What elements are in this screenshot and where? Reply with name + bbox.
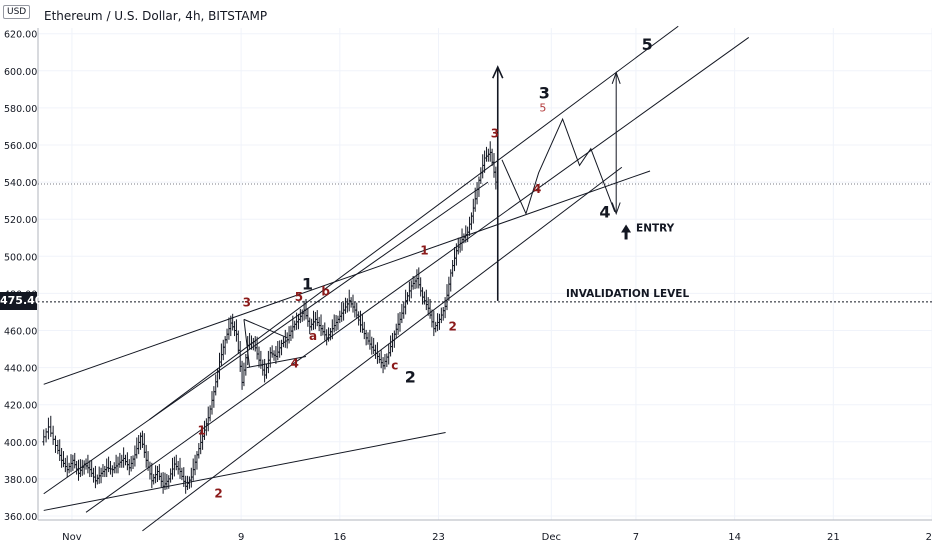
y-tick-label: 600.00 [4, 67, 37, 78]
minor-wave-label: 3 [491, 127, 499, 141]
outer-channel-line [149, 25, 679, 420]
minor-wave-label: 5 [539, 102, 546, 115]
minor-wave-label: 2 [448, 320, 456, 334]
measure-arrow-top [611, 71, 621, 84]
minor-wave-label: c [391, 358, 398, 372]
primary-wave-label: 4 [599, 202, 610, 221]
primary-wave-label: 1 [302, 275, 313, 294]
triangle-top [243, 318, 288, 339]
y-tick-label: 420.00 [4, 401, 37, 412]
minor-wave-label: 1 [420, 243, 428, 257]
y-tick-label: 560.00 [4, 141, 37, 152]
current-price-tag: 475.40 [0, 292, 42, 310]
triangle-left [243, 319, 251, 368]
primary-wave-label: 5 [642, 35, 653, 54]
y-tick-label: 500.00 [4, 252, 37, 263]
minor-wave-label: 4 [533, 182, 541, 196]
long-support-line [43, 432, 446, 511]
price-candles [42, 141, 498, 494]
wave-labels: INVALIDATION LEVELENTRY1234512345abc1234… [197, 35, 689, 500]
minor-wave-label: b [321, 284, 330, 298]
resistance-line [43, 170, 651, 385]
chart-axes: 360.00380.00400.00420.00440.00460.00480.… [4, 28, 932, 543]
y-tick-label: 620.00 [4, 30, 37, 41]
chart-title: Ethereum / U.S. Dollar, 4h, BITSTAMP [44, 9, 268, 23]
y-tick-label: 440.00 [4, 364, 37, 375]
projected-wave-path [501, 117, 616, 216]
minor-wave-label: a [309, 329, 317, 343]
measure-arrow-bottom [611, 202, 621, 216]
primary-wave-label: 3 [539, 84, 550, 103]
x-tick-label: 9 [238, 532, 244, 543]
y-tick-label: 400.00 [4, 438, 37, 449]
x-tick-label: 14 [728, 532, 741, 543]
y-tick-label: 460.00 [4, 327, 37, 338]
channel-parallel [85, 37, 750, 513]
y-tick-label: 580.00 [4, 104, 37, 115]
target-arrow-head [492, 65, 504, 79]
x-tick-label: 28 [926, 532, 932, 543]
y-tick-label: 520.00 [4, 215, 37, 226]
currency-badge: USD [3, 5, 31, 19]
y-tick-label: 380.00 [4, 475, 37, 486]
x-tick-label: 23 [432, 532, 445, 543]
x-tick-label: 21 [827, 532, 840, 543]
chart-grid [38, 28, 932, 520]
entry-arrow-head [621, 224, 632, 233]
x-tick-label: 7 [633, 532, 639, 543]
y-tick-label: 360.00 [4, 512, 37, 523]
x-tick-label: Nov [62, 532, 82, 543]
x-tick-label: Dec [542, 532, 561, 543]
triangle-bottom [246, 355, 307, 369]
channel-lower [142, 166, 623, 532]
entry-label: ENTRY [636, 222, 675, 234]
trendline-drawings [38, 25, 932, 532]
minor-wave-label: 4 [291, 357, 299, 371]
primary-wave-label: 2 [405, 367, 416, 386]
minor-wave-label: 2 [214, 486, 222, 500]
x-tick-label: 16 [333, 532, 346, 543]
invalidation-label: INVALIDATION LEVEL [566, 288, 689, 300]
minor-wave-label: 3 [243, 295, 251, 309]
minor-wave-label: 1 [197, 423, 205, 437]
y-tick-label: 540.00 [4, 178, 37, 189]
channel-upper [43, 181, 489, 495]
entry-arrow-shaft [624, 231, 628, 240]
minor-wave-label: 5 [295, 290, 303, 304]
